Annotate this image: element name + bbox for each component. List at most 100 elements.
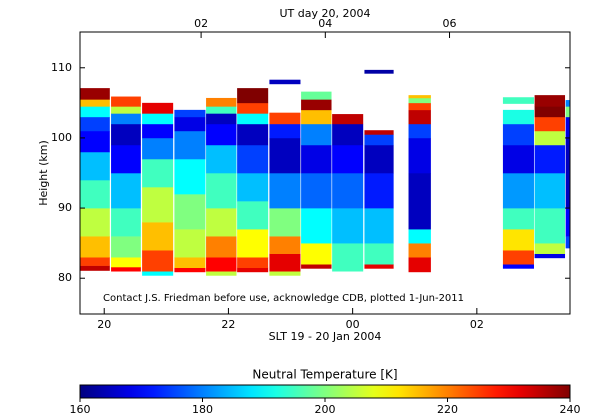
cell — [332, 114, 364, 125]
cell — [565, 106, 570, 118]
cell — [269, 208, 301, 237]
cell — [142, 102, 174, 114]
cell — [206, 144, 237, 174]
cell — [206, 123, 237, 146]
cell — [502, 173, 534, 209]
cell — [237, 173, 269, 202]
cell — [80, 257, 110, 266]
cell — [332, 208, 364, 244]
cell — [80, 116, 110, 132]
cell — [111, 96, 141, 107]
cell — [111, 144, 141, 174]
cell — [534, 208, 566, 244]
cell — [408, 257, 431, 273]
cell — [174, 257, 206, 269]
cell — [80, 208, 110, 237]
cell — [502, 97, 534, 104]
cell — [364, 173, 394, 209]
cell — [269, 173, 301, 209]
cell — [269, 271, 301, 276]
colorbar-tick-label: 160 — [70, 403, 91, 416]
cell — [237, 102, 269, 114]
cell — [534, 253, 566, 259]
cell — [502, 229, 534, 251]
x-axis-label: SLT 19 - 20 Jan 2004 — [269, 330, 382, 343]
cell — [174, 194, 206, 230]
cell — [269, 253, 301, 272]
cell — [80, 106, 110, 118]
cell — [301, 91, 332, 100]
cell — [502, 144, 534, 174]
cell — [174, 229, 206, 258]
cell — [301, 99, 332, 111]
x-tick-label: 02 — [470, 318, 484, 331]
cell — [237, 229, 269, 258]
cell — [111, 208, 141, 237]
cell — [364, 208, 394, 244]
cell — [142, 113, 174, 125]
chart-title: UT day 20, 2004 — [280, 7, 371, 20]
cell — [565, 236, 570, 249]
cell — [502, 123, 534, 146]
cell — [80, 180, 110, 209]
cell — [301, 243, 332, 265]
cell — [80, 265, 110, 271]
cell — [364, 134, 394, 146]
cell — [142, 137, 174, 160]
cell — [332, 144, 364, 174]
y-tick-label: 90 — [58, 201, 72, 214]
cell — [534, 116, 566, 132]
colorbar-tick-label: 200 — [315, 403, 336, 416]
cell — [142, 158, 174, 188]
cell — [269, 236, 301, 254]
cell — [237, 88, 269, 104]
cell — [174, 158, 206, 195]
cell — [237, 144, 269, 174]
cell — [269, 123, 301, 139]
cell — [206, 208, 237, 237]
cell — [237, 123, 269, 146]
cell — [301, 208, 332, 244]
cell — [237, 257, 269, 269]
cell — [301, 123, 332, 146]
cell — [142, 222, 174, 251]
cell — [206, 113, 237, 125]
cell — [269, 137, 301, 174]
cell — [502, 109, 534, 125]
cell — [80, 236, 110, 258]
y-tick-label: 100 — [51, 131, 72, 144]
cell — [534, 95, 566, 107]
cell — [206, 173, 237, 209]
colorbar — [79, 384, 571, 399]
cell — [534, 130, 566, 146]
cell — [364, 144, 394, 174]
cell — [364, 243, 394, 265]
y-axis-label: Height (km) — [37, 140, 50, 206]
cell — [237, 201, 269, 230]
cell — [408, 102, 431, 111]
x2-tick-label: 06 — [443, 17, 457, 30]
cell — [142, 271, 174, 276]
cell — [408, 243, 431, 258]
cell — [269, 79, 301, 85]
cell — [408, 137, 431, 174]
cell — [142, 187, 174, 223]
cell — [301, 144, 332, 174]
cell — [332, 243, 364, 272]
cell — [408, 123, 431, 139]
cell — [174, 109, 206, 118]
annotation: Contact J.S. Friedman before use, acknow… — [103, 293, 464, 304]
cell — [364, 264, 394, 269]
y-tick-label: 110 — [51, 61, 72, 74]
cell — [206, 271, 237, 276]
cell — [565, 100, 570, 107]
x-tick-label: 20 — [97, 318, 111, 331]
cell — [502, 250, 534, 265]
x-tick-label: 00 — [346, 318, 360, 331]
cell — [142, 250, 174, 272]
cell — [408, 95, 431, 99]
cell — [174, 267, 206, 273]
cell — [80, 130, 110, 153]
cell — [80, 99, 110, 107]
